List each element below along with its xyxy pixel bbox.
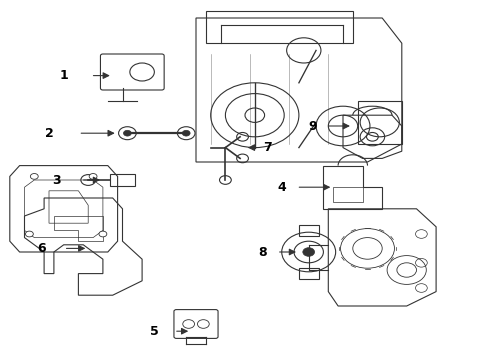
Circle shape (123, 130, 131, 136)
Text: 1: 1 (59, 69, 68, 82)
Text: 3: 3 (52, 174, 61, 186)
Circle shape (89, 174, 97, 179)
Bar (333, 187, 363, 202)
Text: 2: 2 (45, 127, 53, 140)
Circle shape (99, 231, 107, 237)
Text: 6: 6 (37, 242, 46, 255)
Text: 4: 4 (277, 181, 286, 194)
Text: 8: 8 (258, 246, 267, 258)
Circle shape (182, 130, 190, 136)
Bar (299, 268, 318, 279)
Circle shape (30, 174, 38, 179)
Text: 5: 5 (150, 325, 159, 338)
Text: 7: 7 (263, 141, 271, 154)
Bar (110, 174, 135, 186)
Bar (299, 225, 318, 236)
Circle shape (25, 231, 33, 237)
Circle shape (303, 248, 315, 256)
Text: 9: 9 (308, 120, 317, 132)
